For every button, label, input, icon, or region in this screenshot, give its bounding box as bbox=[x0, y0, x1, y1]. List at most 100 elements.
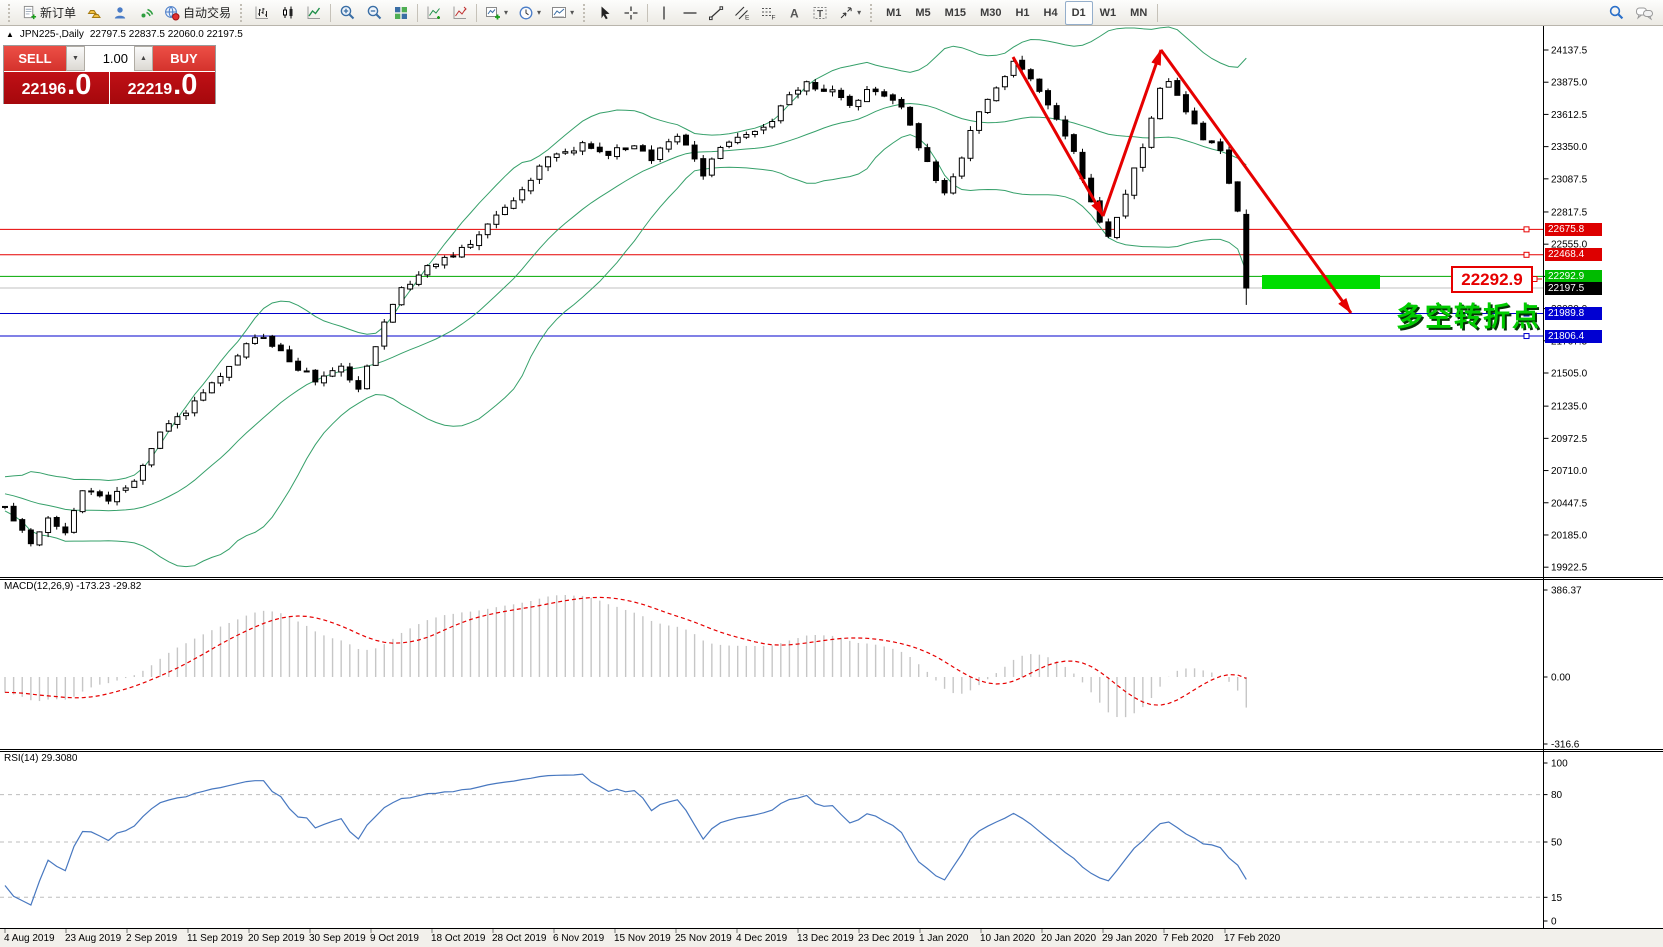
trendline-tool-button[interactable] bbox=[703, 1, 729, 25]
price-callout-label[interactable]: 22292.9 bbox=[1451, 266, 1533, 293]
svg-text:0.00: 0.00 bbox=[1551, 673, 1571, 684]
timeframe-label: M5 bbox=[915, 6, 931, 19]
svg-text:6 Nov 2019: 6 Nov 2019 bbox=[553, 933, 605, 944]
svg-text:23 Aug 2019: 23 Aug 2019 bbox=[65, 933, 122, 944]
timeframe-label: D1 bbox=[1071, 6, 1086, 19]
toolbar-separator bbox=[870, 3, 875, 22]
horizontal-line-tool-button[interactable] bbox=[677, 1, 703, 25]
svg-text:25 Nov 2019: 25 Nov 2019 bbox=[675, 933, 732, 944]
channel-tool-button[interactable]: E bbox=[729, 1, 755, 25]
new-order-button[interactable]: 新订单 bbox=[17, 1, 81, 25]
svg-text:10 Jan 2020: 10 Jan 2020 bbox=[980, 933, 1035, 944]
collapse-marker-icon[interactable]: ▲ bbox=[6, 30, 14, 39]
crosshair-tool-button[interactable] bbox=[618, 1, 644, 25]
svg-text:24137.5: 24137.5 bbox=[1551, 46, 1588, 57]
zoom-in-icon bbox=[340, 5, 355, 20]
chevron-down-icon: ▾ bbox=[537, 7, 542, 17]
tab-timeframe-m15[interactable]: M15 bbox=[938, 1, 973, 25]
volume-value[interactable]: 1.00 bbox=[102, 51, 128, 66]
accounts-button[interactable] bbox=[107, 1, 133, 25]
buy-price[interactable]: 22219 .0 bbox=[110, 69, 215, 104]
tab-timeframe-h4[interactable]: H4 bbox=[1037, 1, 1065, 25]
price-badge: 22292.9 bbox=[1545, 270, 1602, 283]
svg-text:20185.0: 20185.0 bbox=[1551, 530, 1588, 541]
zoom-out-icon bbox=[367, 5, 382, 20]
chat-button[interactable] bbox=[1630, 1, 1659, 25]
line-chart-button[interactable] bbox=[301, 1, 327, 25]
svg-text:E: E bbox=[745, 14, 750, 21]
tab-timeframe-mn[interactable]: MN bbox=[1123, 1, 1154, 25]
add-indicator-button[interactable]: ▾ bbox=[480, 1, 513, 25]
cursor-tool-button[interactable] bbox=[592, 1, 618, 25]
indicator-list-button[interactable] bbox=[447, 1, 473, 25]
text-tool-button[interactable]: A bbox=[781, 1, 807, 25]
signals-button[interactable] bbox=[133, 1, 159, 25]
svg-text:386.37: 386.37 bbox=[1551, 586, 1582, 597]
arrows-icon bbox=[840, 6, 852, 18]
svg-text:T: T bbox=[817, 9, 823, 20]
sell-price[interactable]: 22196 .0 bbox=[4, 69, 110, 104]
buy-price-fraction: .0 bbox=[173, 69, 198, 101]
svg-text:50: 50 bbox=[1551, 838, 1563, 849]
gold-button[interactable] bbox=[81, 1, 107, 25]
svg-text:13 Dec 2019: 13 Dec 2019 bbox=[797, 933, 854, 944]
timeframe-label: H1 bbox=[1015, 6, 1030, 19]
gold-ingot-icon bbox=[87, 9, 101, 18]
equidistant-channel-icon: E bbox=[735, 6, 750, 21]
fibonacci-tool-button[interactable]: F bbox=[755, 1, 781, 25]
svg-text:4 Aug 2019: 4 Aug 2019 bbox=[4, 933, 55, 944]
arrows-tool-button[interactable]: ▾ bbox=[833, 1, 866, 25]
sell-price-fraction: .0 bbox=[67, 69, 92, 101]
timeframe-label: M15 bbox=[944, 6, 967, 19]
svg-text:19922.5: 19922.5 bbox=[1551, 563, 1588, 574]
sell-price-main: 22196 bbox=[21, 81, 67, 98]
toolbar-drag-handle bbox=[8, 3, 13, 22]
svg-text:F: F bbox=[772, 14, 776, 21]
tab-timeframe-w1[interactable]: W1 bbox=[1093, 1, 1124, 25]
svg-text:20447.5: 20447.5 bbox=[1551, 498, 1588, 509]
period-button[interactable]: ▾ bbox=[513, 1, 546, 25]
indicator-list-icon bbox=[453, 6, 467, 19]
search-button[interactable] bbox=[1603, 1, 1630, 25]
auto-trading-button[interactable]: 自动交易 bbox=[159, 1, 236, 25]
zoom-in-button[interactable] bbox=[334, 1, 361, 25]
svg-text:23 Dec 2019: 23 Dec 2019 bbox=[858, 933, 915, 944]
clock-icon bbox=[519, 6, 533, 19]
template-icon bbox=[552, 6, 567, 18]
tile-windows-button[interactable] bbox=[388, 1, 414, 25]
tab-timeframe-m5[interactable]: M5 bbox=[908, 1, 937, 25]
tab-timeframe-m1[interactable]: M1 bbox=[879, 1, 908, 25]
turning-point-annotation[interactable]: 多空转折点 bbox=[1396, 302, 1541, 332]
vertical-line-icon bbox=[663, 6, 665, 19]
text-label-tool-button[interactable]: T bbox=[807, 1, 833, 25]
template-button[interactable]: ▾ bbox=[546, 1, 579, 25]
volume-increase-button[interactable]: ▲ bbox=[134, 46, 153, 71]
candlestick-icon bbox=[283, 6, 293, 18]
volume-decrease-button[interactable]: ▼ bbox=[66, 46, 85, 71]
tab-timeframe-m30[interactable]: M30 bbox=[973, 1, 1008, 25]
zoom-out-button[interactable] bbox=[361, 1, 388, 25]
new-order-label: 新订单 bbox=[40, 6, 77, 20]
svg-text:1 Jan 2020: 1 Jan 2020 bbox=[919, 933, 969, 944]
macd-indicator-label: MACD(12,26,9) -173.23 -29.82 bbox=[4, 581, 142, 592]
chart-ohlc-values: 22797.5 22837.5 22060.0 22197.5 bbox=[89, 29, 243, 40]
bar-chart-button[interactable] bbox=[249, 1, 275, 25]
signal-icon bbox=[141, 8, 154, 17]
vertical-line-tool-button[interactable] bbox=[651, 1, 677, 25]
tab-timeframe-d1[interactable]: D1 bbox=[1064, 0, 1093, 25]
sell-button[interactable]: SELL bbox=[4, 46, 66, 72]
svg-text:23612.5: 23612.5 bbox=[1551, 110, 1588, 121]
buy-button[interactable]: BUY bbox=[153, 46, 215, 72]
new-indicator-window-button[interactable] bbox=[421, 1, 447, 25]
svg-text:11 Sep 2019: 11 Sep 2019 bbox=[187, 933, 243, 944]
chart-symbol-period: JPN225-,Daily bbox=[19, 29, 84, 40]
candlestick-chart-button[interactable] bbox=[275, 1, 301, 25]
svg-text:18 Oct 2019: 18 Oct 2019 bbox=[431, 933, 486, 944]
tab-timeframe-h1[interactable]: H1 bbox=[1008, 1, 1036, 25]
svg-text:28 Oct 2019: 28 Oct 2019 bbox=[492, 933, 547, 944]
auto-trading-label: 自动交易 bbox=[183, 6, 232, 20]
main-toolbar: 新订单 自动交易 ▾ ▾ bbox=[0, 0, 1663, 26]
crosshair-icon bbox=[624, 6, 638, 19]
price-badge: 22675.8 bbox=[1545, 223, 1602, 236]
